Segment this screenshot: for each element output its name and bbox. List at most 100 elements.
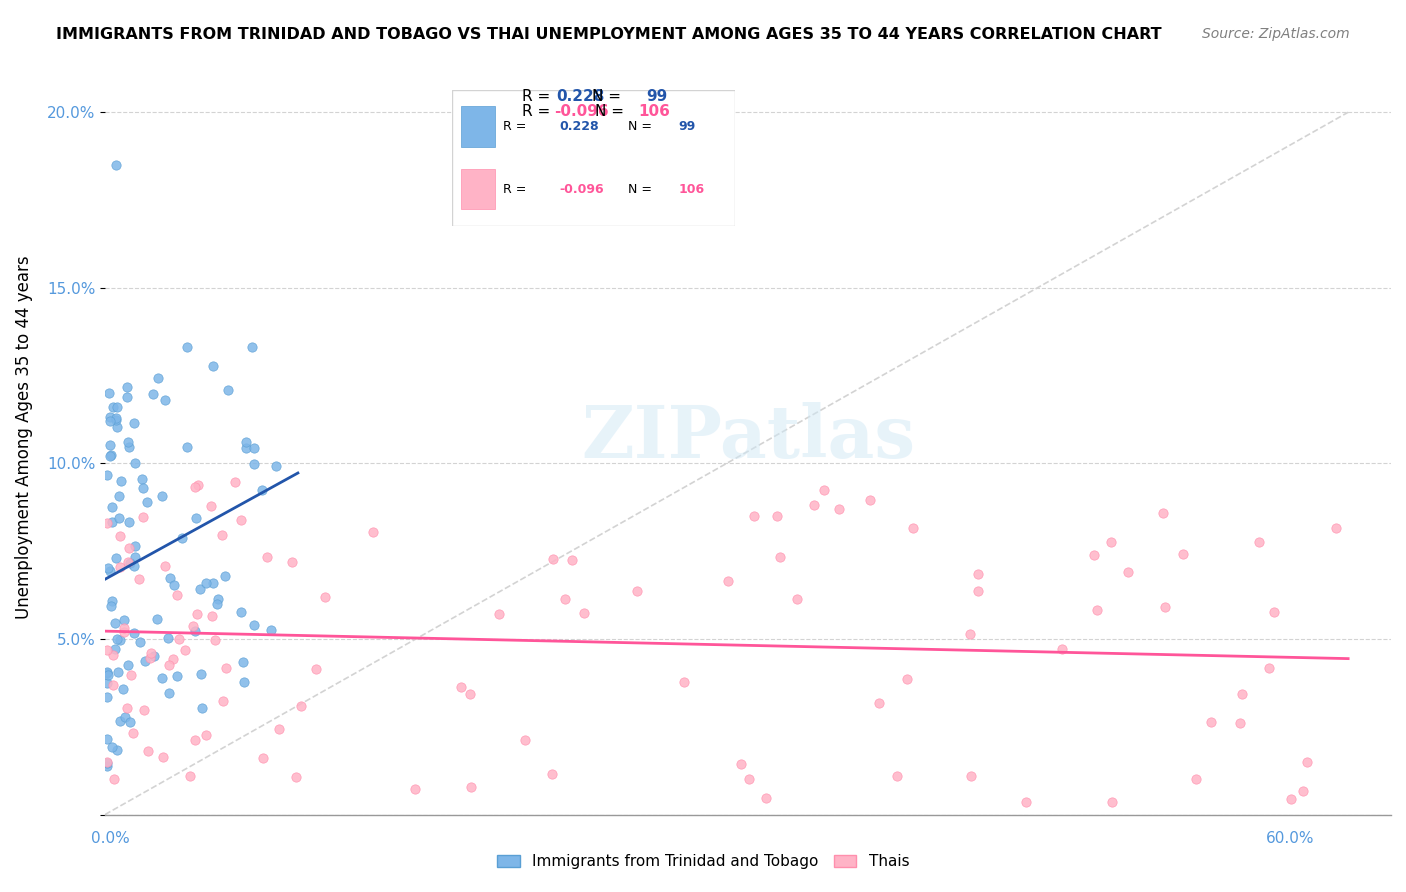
Point [290,698,312,713]
Point [896,672,918,686]
Point [136,495,159,509]
Point [96,756,118,770]
Point [100,739,122,754]
Point [96,516,118,530]
Point [458,687,481,701]
Point [541,767,564,781]
Point [117,390,139,404]
Point [214,568,236,582]
Point [242,618,264,632]
Point [742,509,765,524]
Point [243,457,266,471]
Point [828,502,851,516]
Point [966,567,988,582]
Point [98,414,121,428]
Point [217,384,239,398]
Point [868,696,890,710]
Text: 106: 106 [638,104,671,119]
Point [256,550,278,565]
Text: 0.0%: 0.0% [91,831,131,846]
Point [150,489,173,503]
Text: N =: N = [592,89,626,103]
Point [1099,535,1122,549]
Point [128,572,150,586]
Point [131,472,153,486]
Point [314,591,336,605]
Text: -0.096: -0.096 [554,104,609,119]
Point [136,744,159,758]
Point [118,541,141,555]
Point [134,703,156,717]
Text: N =: N = [595,104,628,119]
Point [156,631,179,645]
Point [98,438,121,452]
Point [1257,661,1279,675]
Point [108,632,131,647]
Point [188,582,211,597]
Point [264,459,287,474]
Point [118,440,141,454]
Point [110,474,132,488]
Point [1050,641,1073,656]
Point [179,769,201,783]
Point [153,392,176,407]
Point [104,550,127,565]
Point [813,483,835,497]
Point [515,733,537,747]
Point [235,441,257,455]
Point [132,509,155,524]
Point [201,608,224,623]
Point [146,371,169,385]
Point [120,556,142,570]
Point [105,632,128,647]
Point [187,478,209,492]
Legend: Immigrants from Trinidad and Tobago, Thais: Immigrants from Trinidad and Tobago, Tha… [491,848,915,875]
Text: 60.0%: 60.0% [1267,831,1315,846]
Point [105,411,128,425]
Point [1154,600,1177,615]
Point [100,409,122,424]
Point [129,635,152,649]
Point [207,597,229,611]
Point [108,489,131,503]
Point [1247,535,1270,549]
Point [117,657,139,672]
Point [572,606,595,620]
Point [202,576,225,591]
Point [305,662,328,676]
Point [98,449,121,463]
Point [112,625,135,640]
Text: IMMIGRANTS FROM TRINIDAD AND TOBAGO VS THAI UNEMPLOYMENT AMONG AGES 35 TO 44 YEA: IMMIGRANTS FROM TRINIDAD AND TOBAGO VS T… [56,27,1161,42]
Point [1279,792,1302,806]
Point [901,521,924,535]
Text: 99: 99 [647,89,668,103]
Point [1116,566,1139,580]
Point [100,448,122,462]
Point [166,588,188,602]
Point [561,553,583,567]
Point [132,482,155,496]
Point [174,643,197,657]
Point [100,564,122,578]
Point [115,701,138,715]
Point [96,467,118,482]
Point [754,791,776,805]
Point [1229,716,1251,731]
Point [152,671,174,685]
Point [120,668,142,682]
Point [803,498,825,512]
Point [235,434,257,449]
Point [96,676,118,690]
Point [786,592,808,607]
Point [152,750,174,764]
Point [191,700,214,714]
Point [112,681,135,696]
Point [252,483,274,498]
Point [194,727,217,741]
Point [108,714,131,728]
Point [1171,547,1194,561]
Point [166,669,188,683]
Point [120,715,142,730]
Point [124,558,146,573]
Point [1232,687,1254,701]
